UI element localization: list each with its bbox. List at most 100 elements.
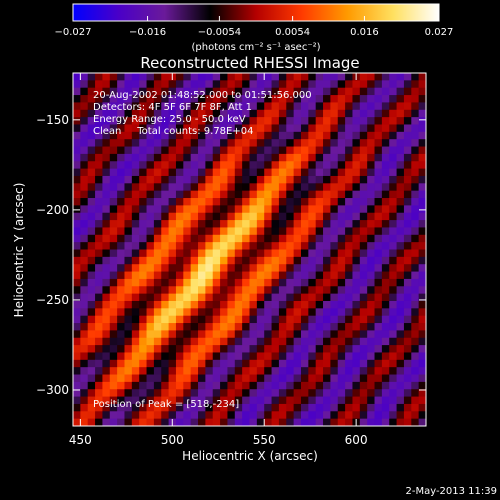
heatmap-cell <box>249 190 258 199</box>
heatmap-cell <box>323 227 331 236</box>
heatmap-cell <box>205 124 214 133</box>
heatmap-cell <box>315 286 324 295</box>
heatmap-cell <box>87 161 96 170</box>
heatmap-cell <box>227 300 236 309</box>
heatmap-cell <box>190 117 199 126</box>
heatmap-cell <box>80 242 89 251</box>
heatmap-cell <box>286 264 295 273</box>
heatmap-cell <box>131 337 140 346</box>
heatmap-cell <box>161 205 170 214</box>
heatmap-cell <box>418 80 426 89</box>
heatmap-cell <box>234 168 243 177</box>
heatmap-cell <box>300 396 309 405</box>
heatmap-cell <box>131 198 140 206</box>
heatmap-cell <box>124 293 133 302</box>
heatmap-cell <box>212 337 221 346</box>
heatmap-cell <box>109 381 118 390</box>
heatmap-cell <box>80 389 89 398</box>
heatmap-cell <box>205 315 214 324</box>
heatmap-cell <box>139 198 148 206</box>
heatmap-cell <box>286 389 295 398</box>
heatmap-cell <box>293 315 302 324</box>
heatmap-cell <box>198 73 206 81</box>
heatmap-cell <box>389 374 398 383</box>
heatmap-cell <box>102 323 111 331</box>
heatmap-cell <box>198 168 206 177</box>
heatmap-cell <box>161 389 170 398</box>
colorbar-tick-label: −0.027 <box>54 27 91 38</box>
heatmap-cell <box>153 212 162 221</box>
heatmap-cell <box>315 153 324 162</box>
heatmap-cell <box>175 374 184 383</box>
heatmap-cell <box>374 80 383 89</box>
heatmap-cell <box>175 403 184 412</box>
heatmap-cell <box>198 80 206 89</box>
heatmap-cell <box>153 175 162 184</box>
heatmap-cell <box>352 300 361 309</box>
heatmap-cell <box>102 337 111 346</box>
heatmap-cell <box>146 337 155 346</box>
heatmap-cell <box>389 271 398 280</box>
info-line-energy: Energy Range: 25.0 - 50.0 keV <box>93 114 246 125</box>
heatmap-cell <box>139 242 148 251</box>
heatmap-cell <box>352 389 361 398</box>
heatmap-cell <box>411 337 420 346</box>
heatmap-cell <box>308 403 317 412</box>
heatmap-cell <box>381 264 390 273</box>
heatmap-cell <box>389 139 398 148</box>
heatmap-cell <box>212 161 221 170</box>
heatmap-cell <box>300 367 309 376</box>
heatmap-cell <box>367 411 376 420</box>
heatmap-cell <box>389 161 398 170</box>
heatmap-cell <box>87 242 96 251</box>
heatmap-cell <box>153 374 162 383</box>
heatmap-cell <box>315 234 324 243</box>
heatmap-cell <box>234 359 243 368</box>
heatmap-cell <box>153 256 162 265</box>
heatmap-cell <box>323 117 331 126</box>
heatmap-cell <box>109 205 118 214</box>
heatmap-cell <box>139 411 148 420</box>
heatmap-cell <box>73 131 81 140</box>
heatmap-cell <box>161 183 170 192</box>
heatmap-cell <box>175 220 184 229</box>
heatmap-cell <box>242 117 251 126</box>
heatmap-cell <box>359 168 368 177</box>
heatmap-cell <box>374 212 383 221</box>
heatmap-cell <box>403 323 412 331</box>
heatmap-cell <box>87 308 96 317</box>
heatmap-cell <box>146 227 155 236</box>
heatmap-cell <box>109 212 118 221</box>
heatmap-cell <box>139 153 148 162</box>
heatmap-cell <box>175 80 184 89</box>
heatmap-cell <box>73 278 81 287</box>
heatmap-cell <box>323 411 331 420</box>
heatmap-cell <box>323 374 331 383</box>
heatmap-cell <box>205 249 214 258</box>
heatmap-cell <box>234 271 243 280</box>
heatmap-cell <box>183 300 192 309</box>
heatmap-cell <box>212 323 221 331</box>
heatmap-cell <box>337 256 346 265</box>
heatmap-cell <box>264 337 273 346</box>
heatmap-cell <box>411 153 420 162</box>
heatmap-cell <box>146 323 155 331</box>
heatmap-cell <box>124 212 133 221</box>
heatmap-cell <box>124 418 133 426</box>
heatmap-cell <box>242 249 251 258</box>
heatmap-cell <box>374 117 383 126</box>
heatmap-cell <box>300 198 309 206</box>
heatmap-cell <box>220 411 229 420</box>
heatmap-cell <box>278 256 287 265</box>
heatmap-cell <box>300 300 309 309</box>
heatmap-cell <box>411 286 420 295</box>
heatmap-cell <box>315 352 324 361</box>
heatmap-cell <box>337 131 346 140</box>
heatmap-cell <box>87 153 96 162</box>
heatmap-cell <box>352 374 361 383</box>
heatmap-cell <box>175 117 184 126</box>
heatmap-cell <box>124 256 133 265</box>
heatmap-cell <box>381 124 390 133</box>
heatmap-cell <box>153 117 162 126</box>
heatmap-cell <box>359 183 368 192</box>
